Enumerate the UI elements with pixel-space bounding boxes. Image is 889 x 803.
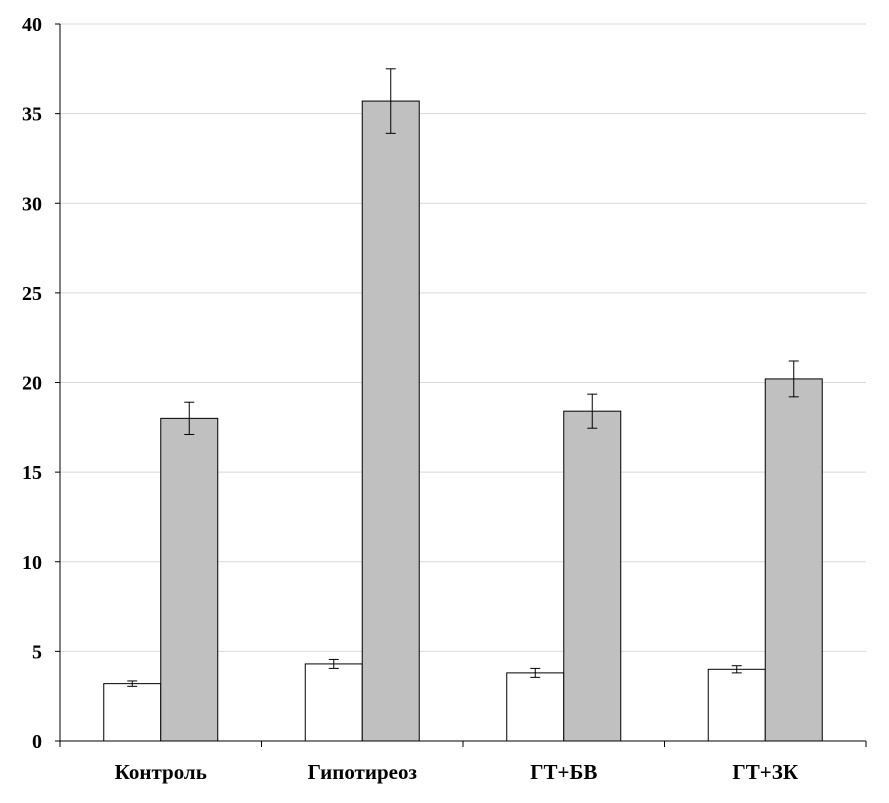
error-bar <box>731 665 742 674</box>
x-category-label: Гипотиреоз <box>308 760 417 784</box>
error-bar <box>184 401 195 435</box>
labels: 0 5 10 15 20 25 30 35 40 Контроль Гипотиреоз ГТ+БВ Г… <box>22 14 799 784</box>
y-tick-label: 20 <box>22 373 42 395</box>
error-bar <box>788 360 799 398</box>
error-bar <box>127 680 138 687</box>
y-tick-label: 5 <box>32 641 42 663</box>
bar-1-1 <box>103 683 162 742</box>
x-category-label: ГТ+ЗК <box>732 760 798 784</box>
y-tick-label: 0 <box>32 731 42 753</box>
error-bar <box>385 68 396 134</box>
y-tick-label: 30 <box>22 193 42 215</box>
bar-1-2 <box>304 663 363 742</box>
bar-2-4 <box>764 378 823 742</box>
bar-1-4 <box>707 668 766 742</box>
error-bar <box>587 393 598 429</box>
error-bar <box>530 667 541 678</box>
bar-1-3 <box>506 672 565 742</box>
y-tick-label: 15 <box>22 462 42 484</box>
bars <box>103 100 823 742</box>
y-tick-label: 25 <box>22 283 42 305</box>
bar-2-3 <box>563 410 622 742</box>
x-category-label: Контроль <box>115 760 207 784</box>
axes <box>55 23 867 747</box>
y-tick-label: 40 <box>22 14 42 36</box>
y-tick-label: 10 <box>22 552 42 574</box>
bar-2-2 <box>361 100 420 742</box>
x-category-label: ГТ+БВ <box>530 760 597 784</box>
y-tick-label: 35 <box>22 104 42 126</box>
error-bar <box>328 658 339 669</box>
error-bars <box>127 68 799 687</box>
bar-2-1 <box>160 417 219 742</box>
